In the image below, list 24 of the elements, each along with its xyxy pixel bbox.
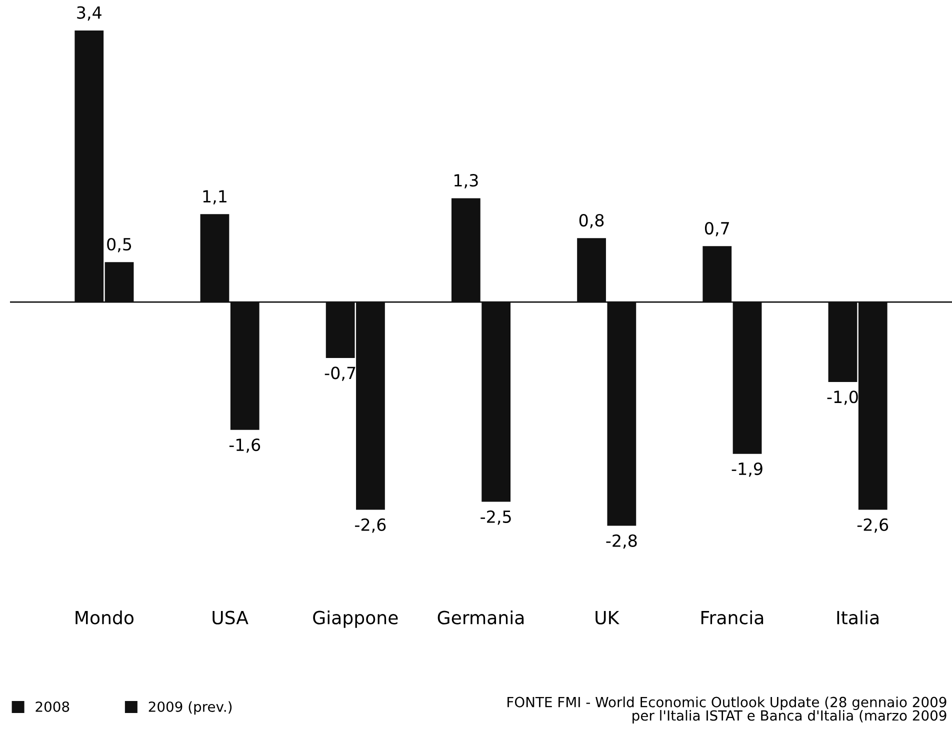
x-tick-label: Mondo bbox=[76, 610, 134, 624]
x-tick-label: UK bbox=[596, 611, 620, 624]
data-label: 0,8 bbox=[579, 214, 604, 228]
data-label: 1,3 bbox=[454, 174, 478, 188]
data-label: -2,5 bbox=[480, 510, 511, 525]
data-label: 3,4 bbox=[77, 6, 102, 21]
data-label: 0,7 bbox=[704, 222, 729, 236]
data-label: -1,0 bbox=[827, 390, 858, 405]
data-label: -2,6 bbox=[355, 518, 386, 533]
legend-label: 2009 (prev.) bbox=[148, 701, 232, 715]
x-tick-label: Giappone bbox=[313, 610, 398, 628]
x-tick-label: Italia bbox=[837, 610, 878, 624]
data-label: -2,8 bbox=[606, 534, 637, 549]
source-note: FONTE FMI - World Economic Outlook Update (28 gennaio 2009 per l'Italia ISTAT e Banca d'Italia (marzo 2009 bbox=[508, 696, 946, 724]
data-label: -0,7 bbox=[324, 366, 356, 381]
data-label: 1,1 bbox=[203, 190, 226, 204]
data-label: -1,9 bbox=[732, 462, 762, 477]
x-tick-label: Germania bbox=[438, 610, 524, 624]
data-label: 0,5 bbox=[107, 238, 132, 252]
x-tick-label: Francia bbox=[701, 610, 764, 624]
x-tick-label: USA bbox=[212, 610, 248, 624]
legend-label: 2008 bbox=[36, 701, 70, 712]
data-label: -2,6 bbox=[857, 518, 888, 533]
data-label: -1,6 bbox=[229, 438, 260, 453]
